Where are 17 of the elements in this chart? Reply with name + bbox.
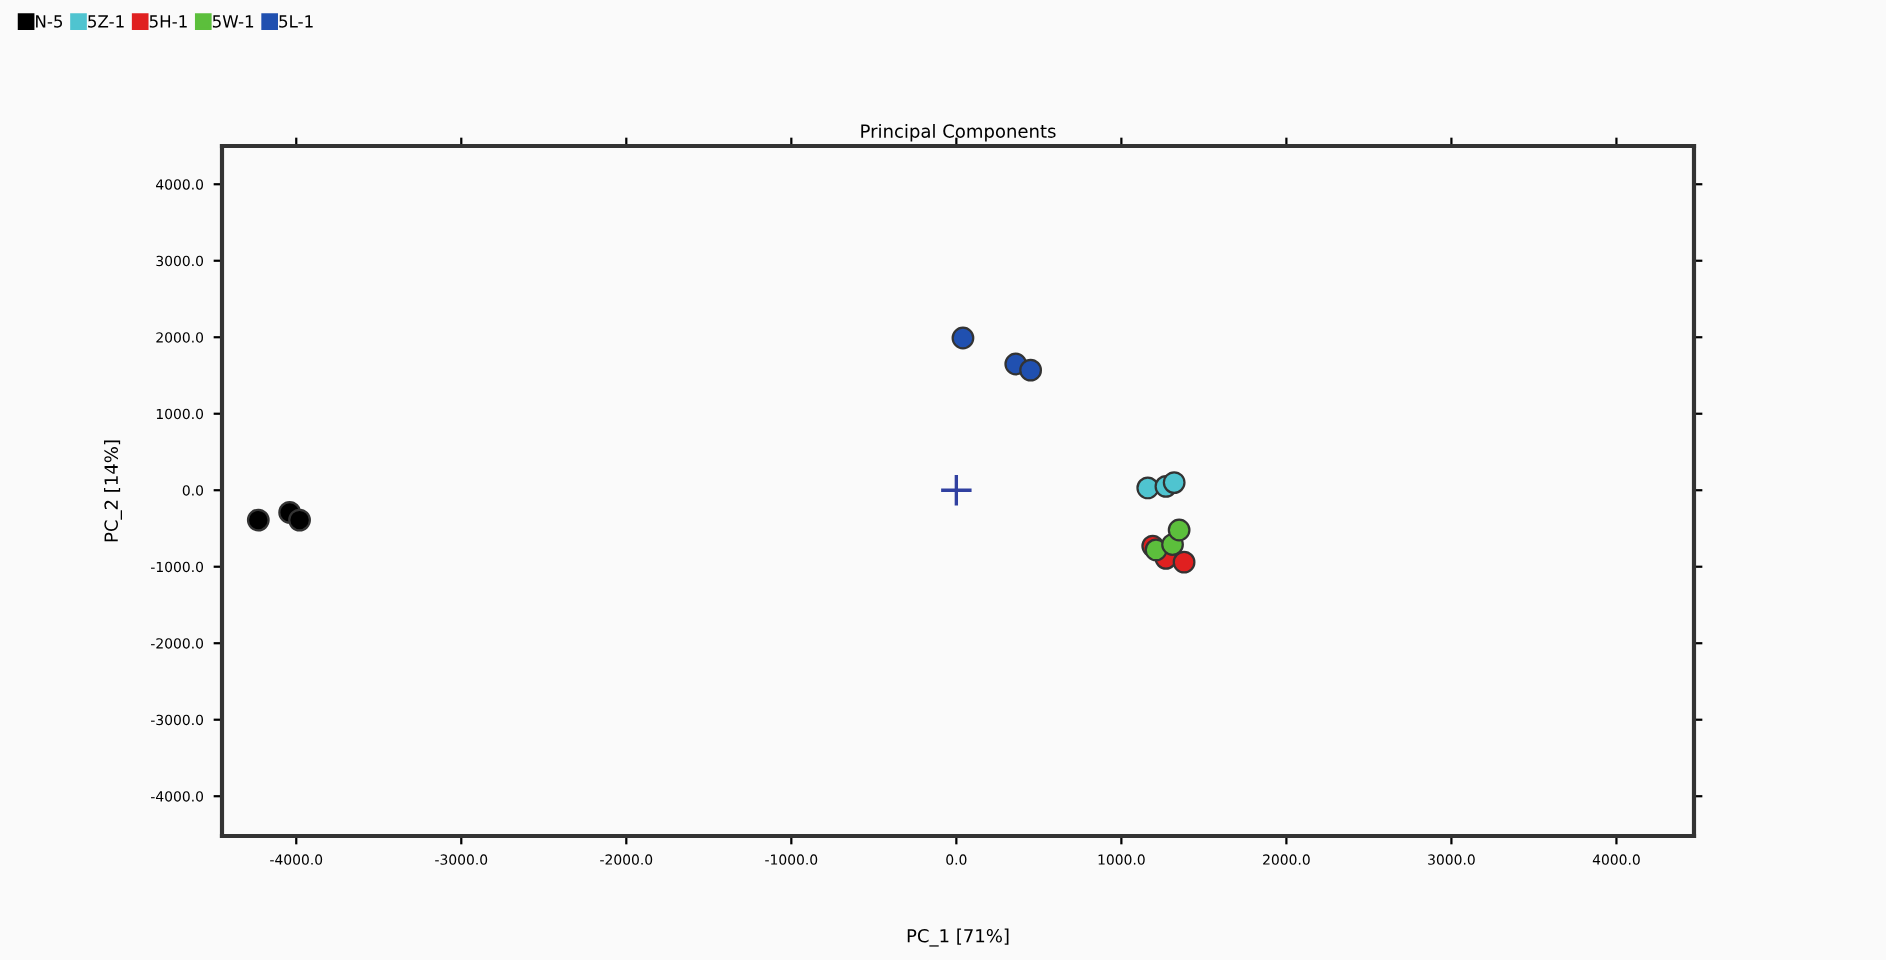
point	[951, 326, 975, 350]
point	[1136, 476, 1160, 500]
legend-label: N-5	[36, 15, 63, 28]
legend-label: 5L-1	[279, 15, 313, 28]
point	[1172, 550, 1196, 574]
y-axis-title: PC_2 [14%]	[104, 440, 122, 542]
legend-label: 5W-1	[212, 15, 254, 28]
point	[1162, 471, 1186, 494]
x-axis-title: PC_1 [71%]	[907, 928, 1009, 947]
point	[939, 473, 974, 508]
point	[1019, 358, 1043, 382]
chart-title: Principal Components	[861, 123, 1056, 142]
point	[288, 508, 311, 532]
point	[1167, 518, 1191, 542]
legend-label: 5H-1	[149, 15, 187, 28]
legend-label: 5Z-1	[88, 15, 124, 28]
point	[246, 508, 270, 532]
